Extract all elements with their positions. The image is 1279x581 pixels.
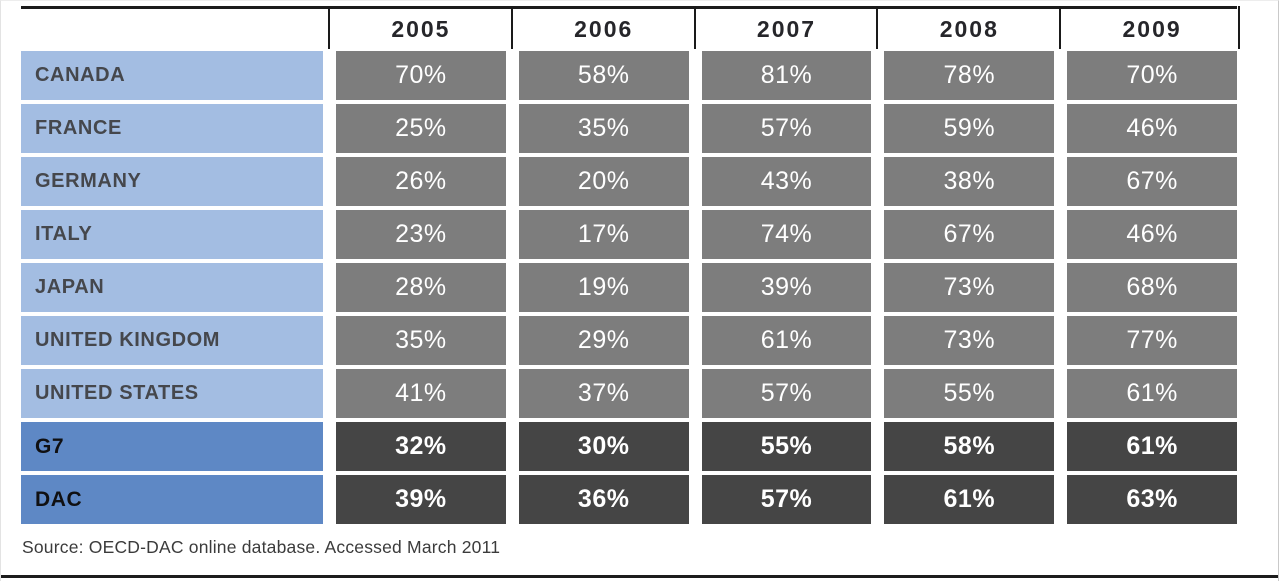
cell-g7-2008: 58%	[884, 422, 1055, 471]
cell-japan-2007: 39%	[701, 263, 872, 312]
cell-uk-2005: 35%	[336, 316, 506, 365]
row-label-dac: DAC	[21, 475, 323, 524]
cell-dac-2007: 57%	[701, 475, 872, 524]
cell-g7-2006: 30%	[518, 422, 689, 471]
row-label-united-kingdom: UNITED KINGDOM	[21, 316, 323, 365]
cell-uk-2008: 73%	[884, 316, 1055, 365]
cell-g7-2007: 55%	[701, 422, 872, 471]
cell-germany-2009: 67%	[1067, 157, 1237, 206]
cell-canada-2005: 70%	[336, 51, 506, 100]
data-table: 2005 2006 2007 2008 2009 CANADA 70% 58% …	[21, 6, 1240, 524]
cell-canada-2009: 70%	[1067, 51, 1237, 100]
row-label-united-states: UNITED STATES	[21, 369, 323, 418]
header-year-2008: 2008	[876, 6, 1055, 49]
cell-uk-2007: 61%	[701, 316, 872, 365]
row-label-g7: G7	[21, 422, 323, 471]
row-label-canada: CANADA	[21, 51, 323, 100]
table-header-row: 2005 2006 2007 2008 2009	[21, 6, 1240, 49]
cell-uk-2009: 77%	[1067, 316, 1237, 365]
header-year-2007: 2007	[693, 6, 872, 49]
cell-japan-2008: 73%	[884, 263, 1055, 312]
cell-italy-2007: 74%	[701, 210, 872, 259]
cell-uk-2006: 29%	[518, 316, 689, 365]
header-year-2006: 2006	[510, 6, 689, 49]
cell-germany-2007: 43%	[701, 157, 872, 206]
cell-dac-2009: 63%	[1067, 475, 1237, 524]
cell-canada-2008: 78%	[884, 51, 1055, 100]
row-label-france: FRANCE	[21, 104, 323, 153]
cell-dac-2005: 39%	[336, 475, 506, 524]
row-label-japan: JAPAN	[21, 263, 323, 312]
header-year-2009: 2009	[1059, 6, 1240, 49]
source-note: Source: OECD-DAC online database. Access…	[22, 537, 501, 557]
cell-germany-2008: 38%	[884, 157, 1055, 206]
cell-dac-2006: 36%	[518, 475, 689, 524]
cell-japan-2005: 28%	[336, 263, 506, 312]
cell-germany-2006: 20%	[518, 157, 689, 206]
cell-canada-2007: 81%	[701, 51, 872, 100]
cell-japan-2006: 19%	[518, 263, 689, 312]
header-year-2005: 2005	[328, 6, 506, 49]
cell-us-2008: 55%	[884, 369, 1055, 418]
cell-italy-2005: 23%	[336, 210, 506, 259]
row-label-germany: GERMANY	[21, 157, 323, 206]
cell-us-2009: 61%	[1067, 369, 1237, 418]
cell-france-2009: 46%	[1067, 104, 1237, 153]
cell-france-2005: 25%	[336, 104, 506, 153]
table-top-rule	[21, 6, 1237, 9]
cell-canada-2006: 58%	[518, 51, 689, 100]
cell-italy-2008: 67%	[884, 210, 1055, 259]
cell-italy-2009: 46%	[1067, 210, 1237, 259]
row-label-italy: ITALY	[21, 210, 323, 259]
cell-germany-2005: 26%	[336, 157, 506, 206]
cell-france-2008: 59%	[884, 104, 1055, 153]
cell-g7-2009: 61%	[1067, 422, 1237, 471]
cell-italy-2006: 17%	[518, 210, 689, 259]
cell-france-2007: 57%	[701, 104, 872, 153]
cell-g7-2005: 32%	[336, 422, 506, 471]
cell-japan-2009: 68%	[1067, 263, 1237, 312]
table-body: CANADA 70% 58% 81% 78% 70% FRANCE 25% 35…	[21, 51, 1237, 524]
cell-us-2005: 41%	[336, 369, 506, 418]
page-bottom-rule	[1, 575, 1278, 578]
cell-dac-2008: 61%	[884, 475, 1055, 524]
cell-france-2006: 35%	[518, 104, 689, 153]
cell-us-2006: 37%	[518, 369, 689, 418]
header-corner-cell	[21, 9, 323, 49]
cell-us-2007: 57%	[701, 369, 872, 418]
